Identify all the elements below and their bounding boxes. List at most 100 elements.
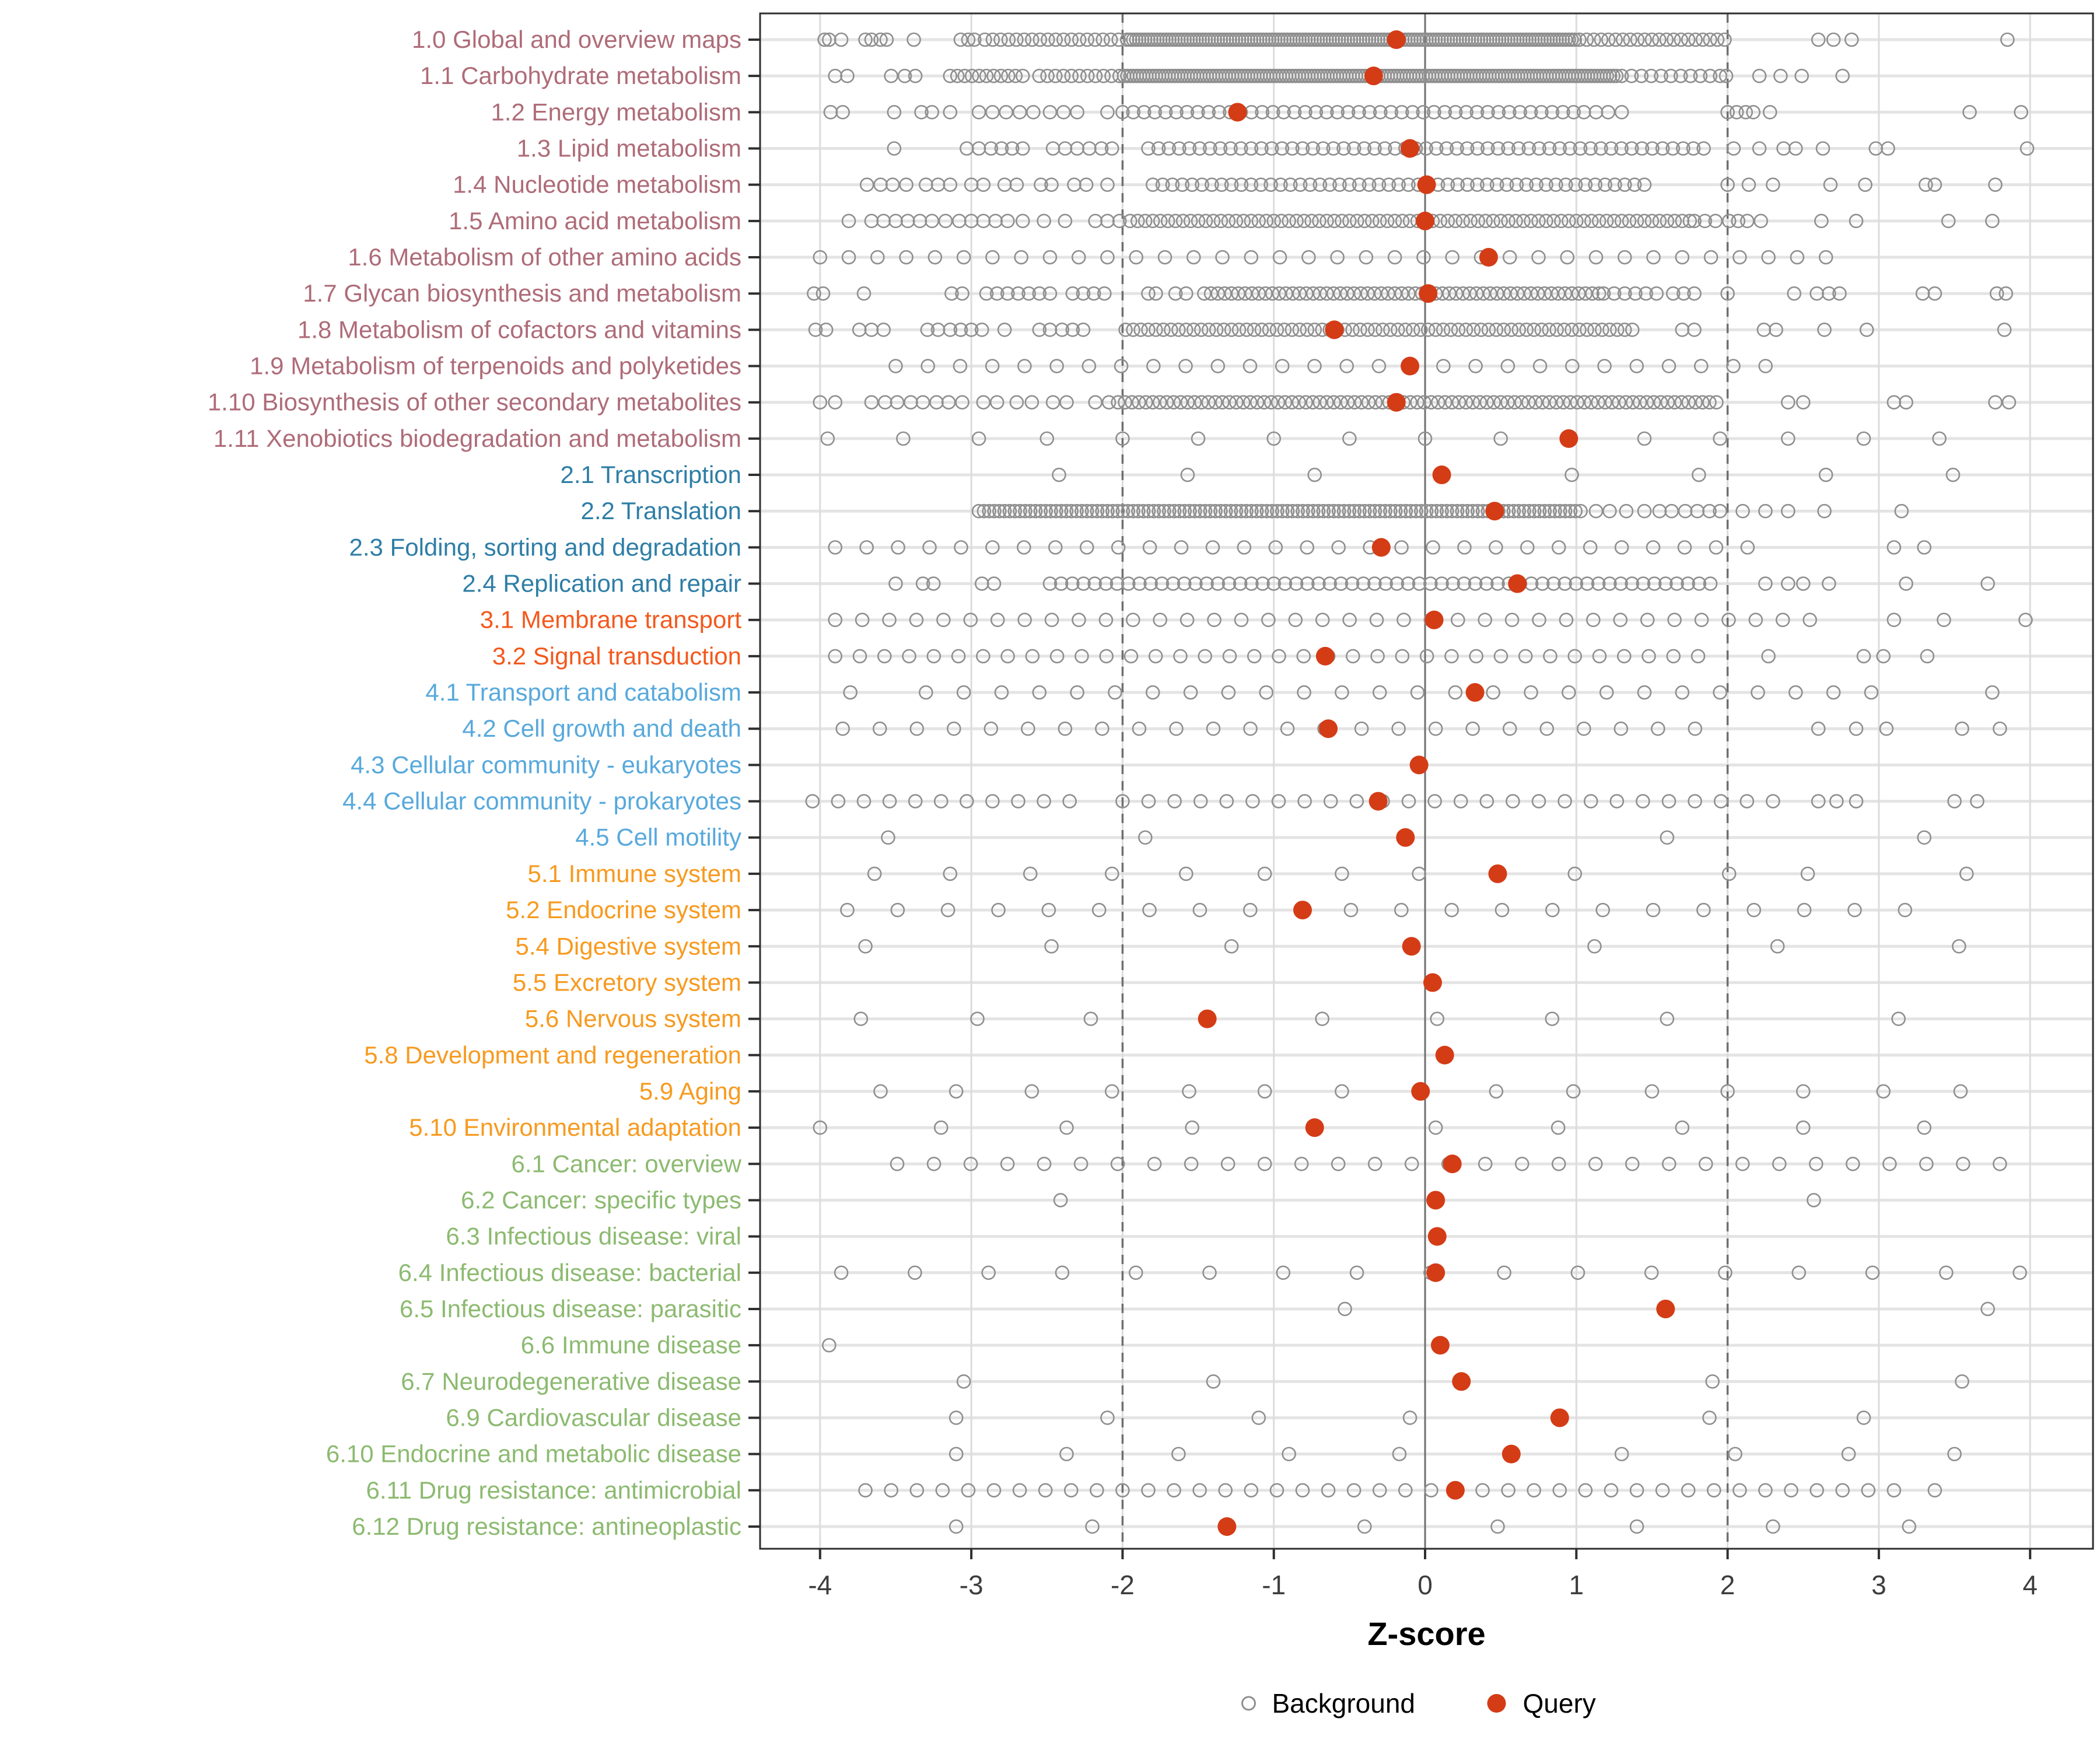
background-dot [1264,141,1279,156]
background-dot [1610,323,1625,337]
background-dot [926,1156,942,1171]
background-dot [1571,286,1586,301]
background-dot [1649,286,1664,301]
background-dot [1282,214,1296,229]
background-dot [1115,794,1130,808]
background-dot [1199,576,1214,591]
background-dot [1985,685,2000,700]
background-dot [1167,794,1182,808]
query-dot [1401,139,1420,158]
background-dot [1688,721,1703,736]
background-dot [1539,721,1555,736]
background-dot [1042,105,1058,120]
background-dot [1646,540,1661,555]
background-dot [1784,1483,1798,1498]
background-dot [1346,141,1362,156]
background-dot [1448,685,1463,700]
query-dot [1435,1045,1454,1065]
background-dot [1970,794,1985,808]
background-dot [872,721,887,736]
background-dot [1132,395,1146,410]
background-dot [1171,323,1186,337]
background-dot [1251,1410,1266,1425]
background-dot [1215,395,1230,410]
background-dot [1013,503,1027,519]
background-dot [908,68,923,83]
background-dot [1952,939,1966,954]
background-dot [1331,503,1346,519]
row-label: 6.2 Cancer: specific types [461,1186,741,1213]
row-label: 5.10 Environmental adaptation [409,1114,741,1141]
background-dot [1254,141,1269,156]
background-dot [1457,540,1472,555]
background-dot [1470,141,1485,156]
background-dot [1573,141,1588,156]
background-dot [1259,503,1275,519]
background-dot [1609,794,1625,808]
background-dot [1988,395,2003,410]
background-dot [1234,612,1249,628]
background-dot [1179,323,1194,337]
background-dot [1596,286,1611,301]
background-dot [1021,286,1036,301]
background-dot [1384,105,1398,120]
background-dot [1572,323,1587,337]
background-dot [1919,1156,1934,1171]
background-dot [1157,250,1172,265]
background-dot [1483,286,1497,301]
background-dot [1424,1483,1438,1498]
background-dot [1556,395,1571,410]
background-dot [1740,794,1755,808]
background-dot [1480,105,1495,120]
background-dot [1049,649,1065,664]
background-dot [896,431,911,446]
background-dot [1145,395,1160,410]
background-dot [1523,105,1538,120]
background-dot [1059,503,1074,519]
background-dot [1371,359,1387,373]
background-dot [1613,612,1628,628]
background-dot [1000,214,1015,229]
background-dot [1257,866,1272,881]
background-dot [1346,286,1362,301]
background-dot [1815,141,1831,156]
background-dot [831,794,846,808]
background-dot [1644,1265,1659,1280]
background-dot [1254,177,1268,192]
background-dot [957,68,972,83]
background-dot [1741,177,1756,192]
background-dot [1576,214,1591,229]
background-dot [1012,1483,1027,1498]
background-dot [1681,32,1696,47]
background-dot [1017,612,1032,628]
background-dot [1009,177,1024,192]
background-dot [1612,395,1626,410]
background-dot [1558,286,1573,301]
background-dot [1398,503,1413,519]
background-dot [873,1084,888,1099]
background-dot [915,395,930,410]
background-dot [1651,721,1665,736]
background-dot [1720,286,1735,301]
background-dot [1444,649,1459,664]
row-label: 5.6 Nervous system [525,1005,741,1032]
background-dot [1460,177,1475,192]
background-dot [1021,721,1035,736]
background-dot [1367,141,1382,156]
background-dot [1147,105,1162,120]
background-dot [1606,214,1622,229]
background-dot [1224,177,1239,192]
background-dot [1336,503,1352,519]
background-dot [1168,214,1183,229]
background-dot [1331,1156,1346,1171]
background-dot [1177,576,1192,591]
background-dot [1720,105,1735,120]
background-dot [1542,323,1556,337]
background-dot [864,395,879,410]
background-dot [1558,794,1572,808]
background-dot [864,32,879,47]
query-dot [1430,1336,1450,1355]
background-dot [1367,576,1382,591]
background-dot [1690,649,1706,664]
background-dot [1460,503,1475,519]
